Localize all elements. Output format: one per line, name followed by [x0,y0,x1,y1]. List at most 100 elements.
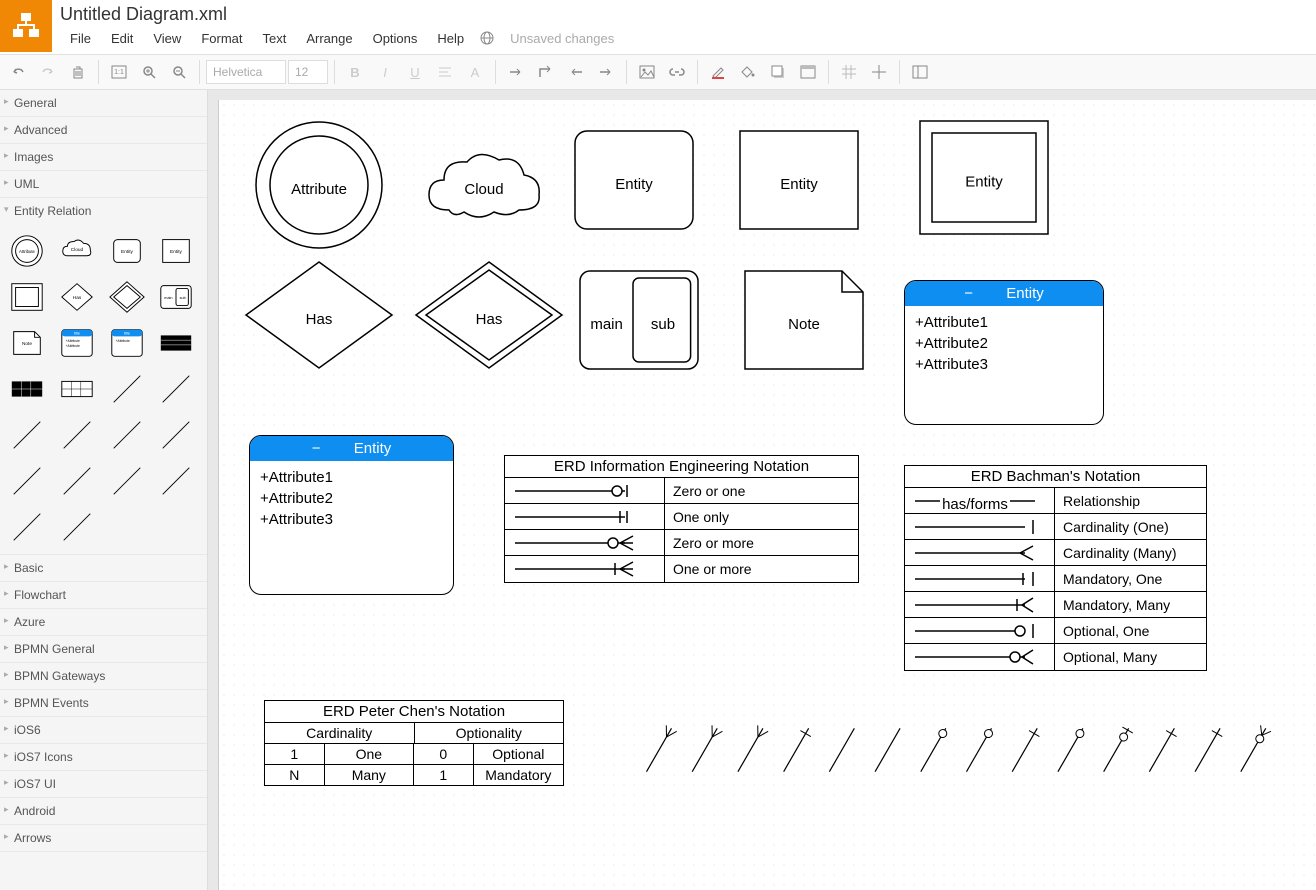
menu-arrange[interactable]: Arrange [296,27,362,52]
palette-note[interactable]: Note [6,322,48,364]
sidebar-section-bpmn-events[interactable]: BPMN Events [0,690,207,716]
document-title[interactable]: Untitled Diagram.xml [60,0,1316,27]
shape-cloud[interactable]: Cloud [419,140,549,233]
palette-line-3[interactable] [6,414,48,456]
connection-straight-button[interactable] [502,58,530,86]
underline-button[interactable]: U [401,58,429,86]
line-color-button[interactable] [704,58,732,86]
sidebar-section-advanced[interactable]: Advanced [0,117,207,143]
palette-entity-table-blue[interactable]: title+Attribute+Attribute [56,322,98,364]
sidebar-section-uml[interactable]: UML [0,171,207,197]
palette-line-4[interactable] [56,414,98,456]
arrow-end-button[interactable] [592,58,620,86]
italic-button[interactable]: I [371,58,399,86]
canvas-area[interactable]: AttributeCloudEntityEntityEntityHasHasma… [208,90,1316,890]
language-icon[interactable] [474,27,500,52]
zoom-in-button[interactable] [135,58,163,86]
palette-entity-table-blue2[interactable]: title+Attribute [106,322,148,364]
grid-button[interactable] [835,58,863,86]
image-button[interactable] [633,58,661,86]
sidebar-section-bpmn-gateways[interactable]: BPMN Gateways [0,663,207,689]
menu-text[interactable]: Text [252,27,296,52]
connection-orthogonal-button[interactable] [532,58,560,86]
menu-options[interactable]: Options [363,27,428,52]
palette-table-dark2[interactable] [6,368,48,410]
palette-line-7[interactable] [6,460,48,502]
sidebar-section-bpmn-general[interactable]: BPMN General [0,636,207,662]
svg-text:sub: sub [651,316,675,333]
shape-entity-table-1[interactable]: − Entity+Attribute1+Attribute2+Attribute… [904,280,1104,425]
redo-button[interactable] [34,58,62,86]
shape-mainsub[interactable]: mainsub [579,270,699,373]
delete-button[interactable] [64,58,92,86]
palette-line-8[interactable] [56,460,98,502]
shape-bachman-notation[interactable]: ERD Bachman's Notationhas/formsRelations… [904,465,1207,671]
sidebar-section-azure[interactable]: Azure [0,609,207,635]
guides-button[interactable] [865,58,893,86]
palette-table-dark[interactable] [155,322,197,364]
undo-button[interactable] [4,58,32,86]
shape-note[interactable]: Note [744,270,864,373]
palette-has[interactable]: Has [56,276,98,318]
menu-edit[interactable]: Edit [101,27,143,52]
menu-view[interactable]: View [143,27,191,52]
shadow-button[interactable] [764,58,792,86]
container-button[interactable] [794,58,822,86]
palette-table-grid[interactable] [56,368,98,410]
shape-connectors[interactable] [634,700,1274,823]
menu-format[interactable]: Format [191,27,252,52]
palette-cloud[interactable]: Cloud [56,230,98,272]
shape-chen-notation[interactable]: ERD Peter Chen's NotationCardinalityOpti… [264,700,564,786]
palette-line-1[interactable] [106,368,148,410]
shape-attribute[interactable]: Attribute [254,120,384,253]
palette-line-10[interactable] [155,460,197,502]
font-family-input[interactable] [206,60,286,84]
app-logo[interactable] [0,0,52,52]
shape-ie-notation[interactable]: ERD Information Engineering NotationZero… [504,455,859,583]
bold-button[interactable]: B [341,58,369,86]
palette-line-9[interactable] [106,460,148,502]
menubar: File Edit View Format Text Arrange Optio… [60,27,1316,54]
font-color-button[interactable]: A [461,58,489,86]
sidebar-section-images[interactable]: Images [0,144,207,170]
outline-button[interactable] [906,58,934,86]
svg-text:+Attribute: +Attribute [65,344,79,348]
palette-line-5[interactable] [106,414,148,456]
font-size-input[interactable] [288,60,328,84]
link-button[interactable] [663,58,691,86]
menu-file[interactable]: File [60,27,101,52]
sidebar-section-android[interactable]: Android [0,798,207,824]
sidebar-section-arrows[interactable]: Arrows [0,825,207,851]
sidebar-section-basic[interactable]: Basic [0,555,207,581]
palette-attribute[interactable]: Attribute [6,230,48,272]
palette-line-11[interactable] [6,506,48,548]
svg-text:Entity: Entity [615,176,653,193]
zoom-out-button[interactable] [165,58,193,86]
shape-entity-frame[interactable]: Entity [919,120,1049,238]
menu-help[interactable]: Help [427,27,474,52]
arrow-start-button[interactable] [562,58,590,86]
shape-entity-rect[interactable]: Entity [739,130,859,233]
sidebar-section-general[interactable]: General [0,90,207,116]
fill-color-button[interactable] [734,58,762,86]
palette-mainsub[interactable]: mainsub [155,276,197,318]
sidebar-section-ios6[interactable]: iOS6 [0,717,207,743]
sidebar-section-flowchart[interactable]: Flowchart [0,582,207,608]
shape-entity-table-2[interactable]: − Entity+Attribute1+Attribute2+Attribute… [249,435,454,595]
shape-has[interactable]: Has [244,260,394,373]
shape-has-double[interactable]: Has [414,260,564,373]
sidebar-section-entity-relation[interactable]: Entity Relation [0,198,207,224]
palette-entity-frame[interactable] [6,276,48,318]
palette-has-double[interactable] [106,276,148,318]
palette-line-2[interactable] [155,368,197,410]
sidebar-section-ios7-icons[interactable]: iOS7 Icons [0,744,207,770]
svg-text:Has: Has [306,311,333,328]
palette-line-12[interactable] [56,506,98,548]
palette-line-6[interactable] [155,414,197,456]
palette-entity-rect[interactable]: Entity [155,230,197,272]
shape-entity-round[interactable]: Entity [574,130,694,233]
sidebar-section-ios7-ui[interactable]: iOS7 UI [0,771,207,797]
palette-entity-round[interactable]: Entity [106,230,148,272]
zoom-fit-button[interactable]: 1:1 [105,58,133,86]
align-button[interactable] [431,58,459,86]
